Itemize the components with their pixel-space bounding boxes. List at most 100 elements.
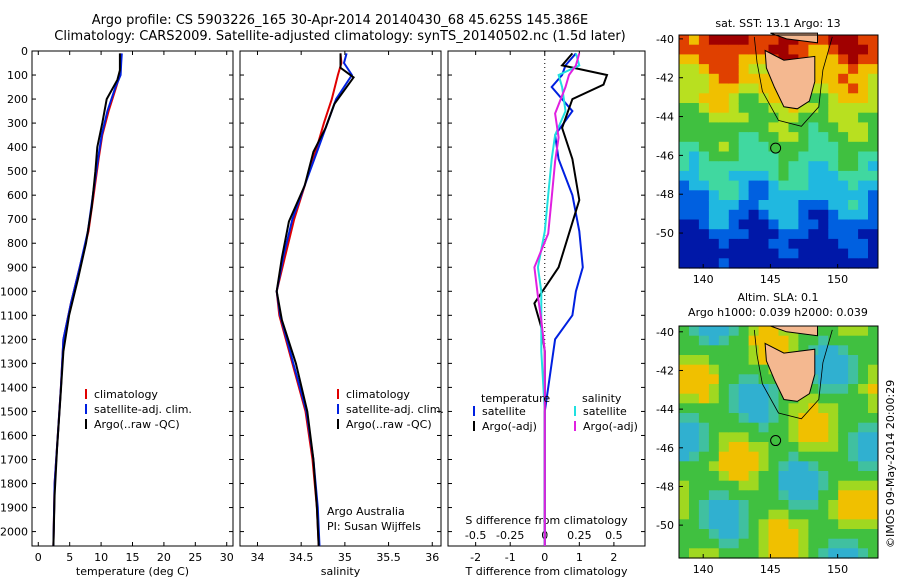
map-cell [679, 35, 690, 46]
map-cell [738, 480, 750, 491]
map-cell [748, 229, 760, 240]
map-cell [858, 190, 869, 201]
map-cell [768, 451, 779, 462]
map-cell [708, 180, 720, 191]
map-lat-label: -46 [656, 149, 674, 162]
map-cell [738, 219, 750, 230]
map-cell [679, 413, 690, 424]
map-cell [689, 219, 700, 230]
map-frame [678, 34, 879, 269]
map-cell [708, 500, 720, 511]
map-cell [698, 490, 710, 501]
map-cell [838, 35, 849, 46]
map-cell [798, 442, 809, 453]
map-cell [758, 471, 770, 482]
map-cell [698, 442, 710, 453]
map-cell [868, 209, 879, 221]
map-cell [828, 335, 839, 346]
map-cell [868, 480, 879, 491]
map-cell [728, 364, 740, 375]
map-cell [738, 190, 750, 201]
map-cell [788, 180, 799, 191]
map-cell [708, 35, 720, 46]
map-cell [698, 374, 710, 385]
map-cell [818, 238, 829, 250]
depth-tick-label: 1700 [0, 453, 28, 466]
map-cell [778, 219, 789, 230]
map-cell [798, 509, 809, 520]
map-cell [708, 326, 720, 337]
map-cell [768, 471, 779, 482]
map-cell [858, 248, 869, 259]
map-cell [708, 374, 720, 385]
map-cell [689, 480, 700, 491]
map-cell [698, 335, 710, 346]
map-cell [708, 451, 720, 462]
map-cell [858, 422, 869, 433]
map-cell [838, 374, 849, 385]
x-tick-label: 0 [35, 551, 42, 564]
map-cell [858, 384, 869, 395]
credit-text: Argo Australia [327, 505, 405, 518]
map-cell [768, 490, 779, 501]
map-cell [748, 258, 760, 269]
depth-tick-label: 800 [7, 237, 28, 250]
map-cell [708, 480, 720, 491]
map-cell [758, 180, 770, 191]
map-cell [798, 500, 809, 511]
legend-label: satellite-adj. clim. [94, 403, 192, 416]
map-cell [828, 442, 839, 453]
map-cell [728, 500, 740, 511]
map-cell [728, 403, 740, 414]
map-cell [728, 93, 740, 104]
map-cell [818, 384, 829, 395]
sla-map [678, 325, 879, 559]
map-cell [858, 112, 869, 123]
map-cell [748, 93, 760, 104]
map-cell [818, 374, 829, 385]
map-cell [748, 83, 760, 94]
map-cell [679, 422, 690, 433]
map-cell [858, 509, 869, 520]
map-cell [868, 200, 879, 211]
map-cell [788, 538, 799, 549]
map-cell [788, 219, 799, 230]
map-cell [818, 83, 829, 94]
map-cell [778, 248, 789, 259]
map-cell [848, 112, 859, 123]
map-cell [728, 141, 740, 153]
map-cell [828, 35, 839, 46]
x-tick-label: 1 [576, 551, 583, 564]
map-cell [758, 374, 770, 385]
map-cell [838, 93, 849, 104]
map-cell [818, 490, 829, 501]
map-cell [708, 345, 720, 356]
map-cell [768, 519, 779, 530]
map-cell [868, 151, 879, 162]
map-cell [718, 422, 730, 433]
depth-contour [753, 329, 833, 420]
map-cell [679, 345, 690, 356]
map-cell [778, 509, 789, 520]
map-cell [748, 461, 760, 472]
map-cell [828, 170, 839, 182]
depth-tick-label: 1800 [0, 478, 28, 491]
map-cell [679, 103, 690, 114]
map-cell [718, 141, 730, 153]
map-lat-label: -48 [656, 480, 674, 493]
map-cell [858, 93, 869, 104]
map-cell [679, 538, 690, 549]
depth-tick-label: 0 [21, 45, 28, 58]
map-cell [858, 490, 869, 501]
map-cell [708, 161, 720, 172]
top-x-tick-label: 0.25 [567, 529, 592, 542]
map-cell [698, 200, 710, 211]
map-cell [828, 219, 839, 230]
map-cell [708, 432, 720, 443]
map-cell [738, 54, 750, 65]
map-cell [768, 480, 779, 491]
map-cell [758, 364, 770, 375]
map-cell [858, 413, 869, 424]
map-cell [838, 538, 849, 549]
map-cell [679, 161, 690, 172]
